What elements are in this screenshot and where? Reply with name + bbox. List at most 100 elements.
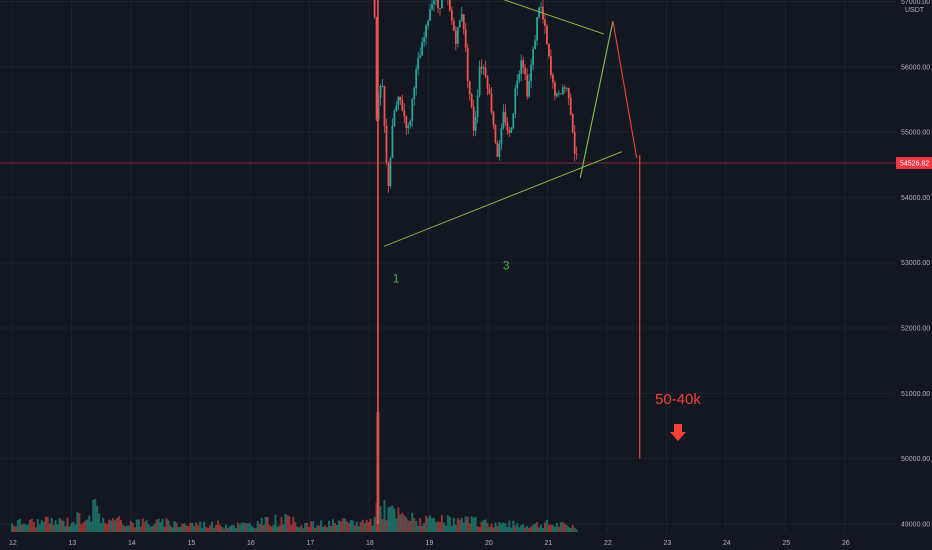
volume-bar [288,516,291,532]
volume-bar [258,523,261,532]
volume-bar [260,517,263,532]
volume-bar [112,518,115,532]
volume-bar [217,520,220,532]
volume-bar [145,520,148,532]
volume-bar [100,523,103,532]
volume-bar [526,525,529,532]
volume-bar [183,523,186,532]
candle-body [472,106,475,131]
price-axis[interactable]: 64000.0063000.0062000.0061000.0060000.00… [901,0,930,529]
volume-bar [347,522,350,532]
volume-bar [561,522,564,532]
candle-body [375,16,378,120]
projection-down-line [612,20,638,159]
target-range-label: 50-40k [655,391,701,408]
volume-bar [274,514,277,532]
volume-bar [199,521,202,532]
volume-bar [369,518,372,532]
volume-bar [518,527,521,532]
volume-bar [284,514,287,532]
volume-bar [502,522,505,532]
volume-bar [116,518,119,532]
candle-body [500,127,503,144]
volume-bar [488,526,491,532]
volume-bar [371,525,374,532]
volume-bar [221,526,224,532]
volume-bar [244,522,247,532]
volume-bar [490,523,493,532]
volume-bar [492,527,495,532]
volume-bar [181,523,184,532]
volume-bar [460,517,463,532]
volume-bar [32,521,35,532]
volume-bar [58,517,61,532]
volume-bar [322,526,325,532]
volume-bar [482,520,485,532]
volume-bar [304,522,307,532]
volume-bar [361,519,364,532]
volume-bar [389,506,392,532]
volume-bar [219,524,222,532]
candle-body [411,99,414,122]
volume-bar [86,519,89,532]
volume-bar [567,527,570,532]
volume-bar [534,523,537,532]
y-tick-label: 55000.00 [901,130,930,137]
candlestick-series [373,0,578,524]
volume-bar [141,518,144,532]
candle-body [567,88,570,99]
volume-bar [117,516,120,532]
time-axis[interactable]: 12 13 14 15 16 17 18 19 20 21 22 23 24 25 26 [9,540,850,547]
volume-bar [262,525,265,532]
volume-bar [355,521,358,532]
x-tick-label: 19 [426,540,434,547]
volume-bar [131,523,134,532]
volume-bar [462,522,465,532]
volume-bar [555,522,558,532]
volume-bar [246,523,249,532]
volume-bar [365,519,368,532]
volume-bar [280,516,283,532]
candle-body [540,6,542,8]
volume-bar [343,518,346,532]
candle-body [450,10,453,21]
volume-bar [308,527,311,532]
candle-body [385,125,388,163]
volume-bar [127,525,130,532]
volume-bar [169,525,172,532]
volume-bar [44,516,47,532]
candle-body [494,124,497,143]
volume-bar [240,522,243,532]
volume-bar [458,519,461,532]
candle-body [488,88,491,94]
x-tick-label: 18 [366,540,374,547]
volume-bar [286,515,289,532]
volume-bar [411,512,414,532]
volume-bar [543,522,546,532]
volume-bar [391,505,394,532]
volume-bar [551,524,554,532]
volume-bar [573,527,576,532]
volume-bar [417,525,420,532]
volume-bar [175,522,178,532]
volume-bar [512,520,515,532]
volume-bar [153,523,156,532]
volume-bar [306,522,309,532]
volume-bar [256,520,259,532]
volume-bar [119,519,122,532]
volume-bar [468,523,471,532]
volume-bar [328,520,331,532]
volume-bar [96,505,99,532]
candle-body [476,95,479,118]
volume-bar [302,528,305,532]
volume-bar [385,520,388,532]
candle-body [433,0,435,5]
candle-body [546,25,548,45]
candle-body [427,20,429,26]
candle-body [490,93,493,113]
volume-bar [442,522,445,532]
volume-bar [135,519,138,532]
volume-bar [508,520,511,532]
